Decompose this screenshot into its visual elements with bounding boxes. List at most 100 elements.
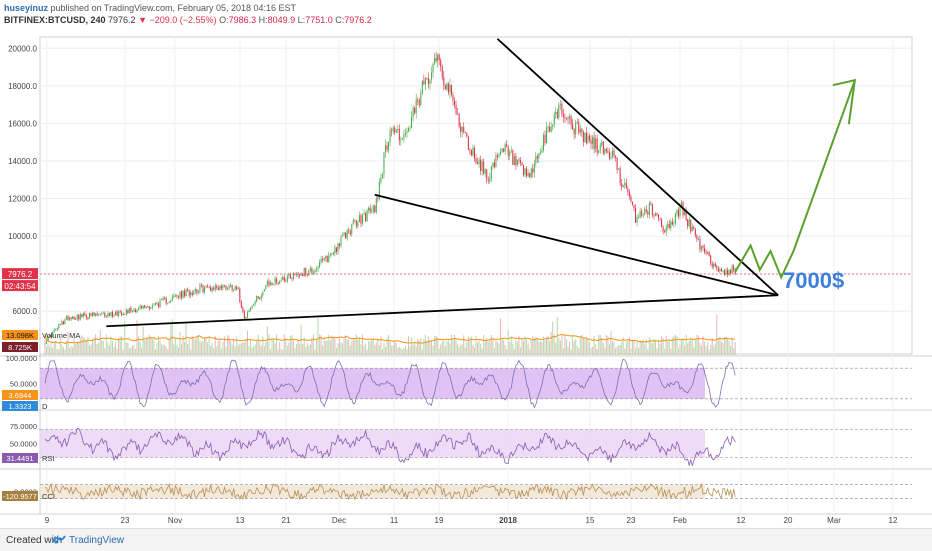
candle-body xyxy=(664,231,666,233)
volume-bar xyxy=(92,338,94,355)
volume-bar xyxy=(595,344,597,355)
volume-bar xyxy=(326,340,328,355)
volume-bar xyxy=(553,334,555,355)
volume-bar xyxy=(516,341,518,355)
volume-bar xyxy=(243,342,245,355)
candle-body xyxy=(62,321,64,325)
candle-body xyxy=(630,196,632,202)
candle-body xyxy=(500,151,502,155)
candle-body xyxy=(654,213,656,216)
candle-body xyxy=(213,287,215,290)
candle-body xyxy=(138,307,140,310)
volume-bar xyxy=(452,338,454,355)
candle-body xyxy=(302,273,304,277)
projection-arrowhead[interactable] xyxy=(832,78,857,125)
volume-bar xyxy=(578,348,580,355)
candle-body xyxy=(720,269,722,271)
candle-body xyxy=(716,266,718,269)
tradingview-brand[interactable]: TradingView xyxy=(69,535,125,546)
drawings[interactable]: 7000$ xyxy=(106,38,857,328)
x-tick-label: Dec xyxy=(332,516,346,525)
volume-bar xyxy=(162,344,164,355)
volume-bar xyxy=(481,348,483,355)
volume-bar xyxy=(205,337,207,355)
volume-bar xyxy=(529,349,531,355)
candle-body xyxy=(148,306,150,309)
candle-body xyxy=(420,93,422,106)
volume-bar xyxy=(360,344,362,355)
candle-body xyxy=(134,309,137,313)
candle-body xyxy=(714,263,716,267)
volume-bar xyxy=(188,339,190,355)
volume-bar xyxy=(539,340,541,355)
volume-bar xyxy=(440,344,442,355)
volume-bar xyxy=(572,335,574,355)
axes: 6000.08000.010000.012000.014000.016000.0… xyxy=(2,44,898,525)
candle-body xyxy=(700,245,703,250)
candle-body xyxy=(400,139,402,141)
volume-bar xyxy=(513,348,515,355)
volume-bar xyxy=(124,320,126,355)
high-value: 8049.9 xyxy=(267,15,296,25)
trendline[interactable] xyxy=(106,294,779,328)
candle-body xyxy=(633,204,635,208)
price-chart[interactable]: 7000$ 6000.08000.010000.012000.014000.01… xyxy=(0,0,932,528)
volume-bar xyxy=(596,348,598,355)
candle-body xyxy=(647,211,649,215)
candle-body xyxy=(67,315,69,321)
volume-bar xyxy=(478,340,480,355)
volume-bar xyxy=(325,340,327,355)
candle-body xyxy=(458,114,460,127)
candle-body xyxy=(544,134,546,144)
projection-path[interactable] xyxy=(734,79,856,280)
trendline[interactable] xyxy=(374,193,779,297)
volume-bar xyxy=(319,334,321,355)
candle-body xyxy=(76,315,78,320)
candle-body xyxy=(107,313,109,317)
volume-bar xyxy=(214,336,216,355)
candle-body xyxy=(447,83,449,93)
volume-bar xyxy=(569,341,571,355)
candle-body xyxy=(434,57,436,64)
candle-body xyxy=(291,278,293,279)
candle-body xyxy=(705,252,707,254)
volume-bar xyxy=(680,339,683,355)
volume-bar xyxy=(329,340,331,355)
volume-bar xyxy=(492,337,494,355)
volume-bar xyxy=(144,340,146,355)
price-target-annotation[interactable]: 7000$ xyxy=(783,268,844,293)
candle-body xyxy=(661,219,663,228)
volume-bar xyxy=(611,340,614,355)
last-price-tag xyxy=(2,268,38,280)
volume-bar xyxy=(498,343,500,355)
author-name[interactable]: huseyinuz xyxy=(4,3,49,13)
candle-body xyxy=(441,66,443,78)
volume-bar xyxy=(349,345,351,355)
volume-bar xyxy=(411,337,413,355)
candle-body xyxy=(257,296,259,299)
volume-bar xyxy=(75,344,77,355)
candle-body xyxy=(443,77,445,86)
candle-body xyxy=(561,103,563,114)
candle-body xyxy=(634,207,637,223)
candle-body xyxy=(197,291,199,293)
candle-body xyxy=(466,133,468,137)
volume-bar xyxy=(303,337,305,355)
candle-body xyxy=(242,307,244,312)
candle-body xyxy=(223,285,225,286)
volume-bar xyxy=(125,342,127,355)
volume-bar xyxy=(194,339,196,355)
candle-body xyxy=(469,149,471,151)
volume-bar xyxy=(654,340,656,355)
candle-body xyxy=(510,150,512,152)
x-tick-label: 23 xyxy=(627,516,636,525)
countdown-label: 02:43:54 xyxy=(4,282,36,291)
candle-body xyxy=(202,285,204,293)
candle-body xyxy=(253,304,255,306)
volume-bar xyxy=(151,338,153,355)
volume-bar xyxy=(590,347,592,355)
candles xyxy=(40,52,912,345)
candle-body xyxy=(627,188,629,192)
trendline[interactable] xyxy=(496,38,779,296)
rsi-value-tag xyxy=(2,453,38,463)
